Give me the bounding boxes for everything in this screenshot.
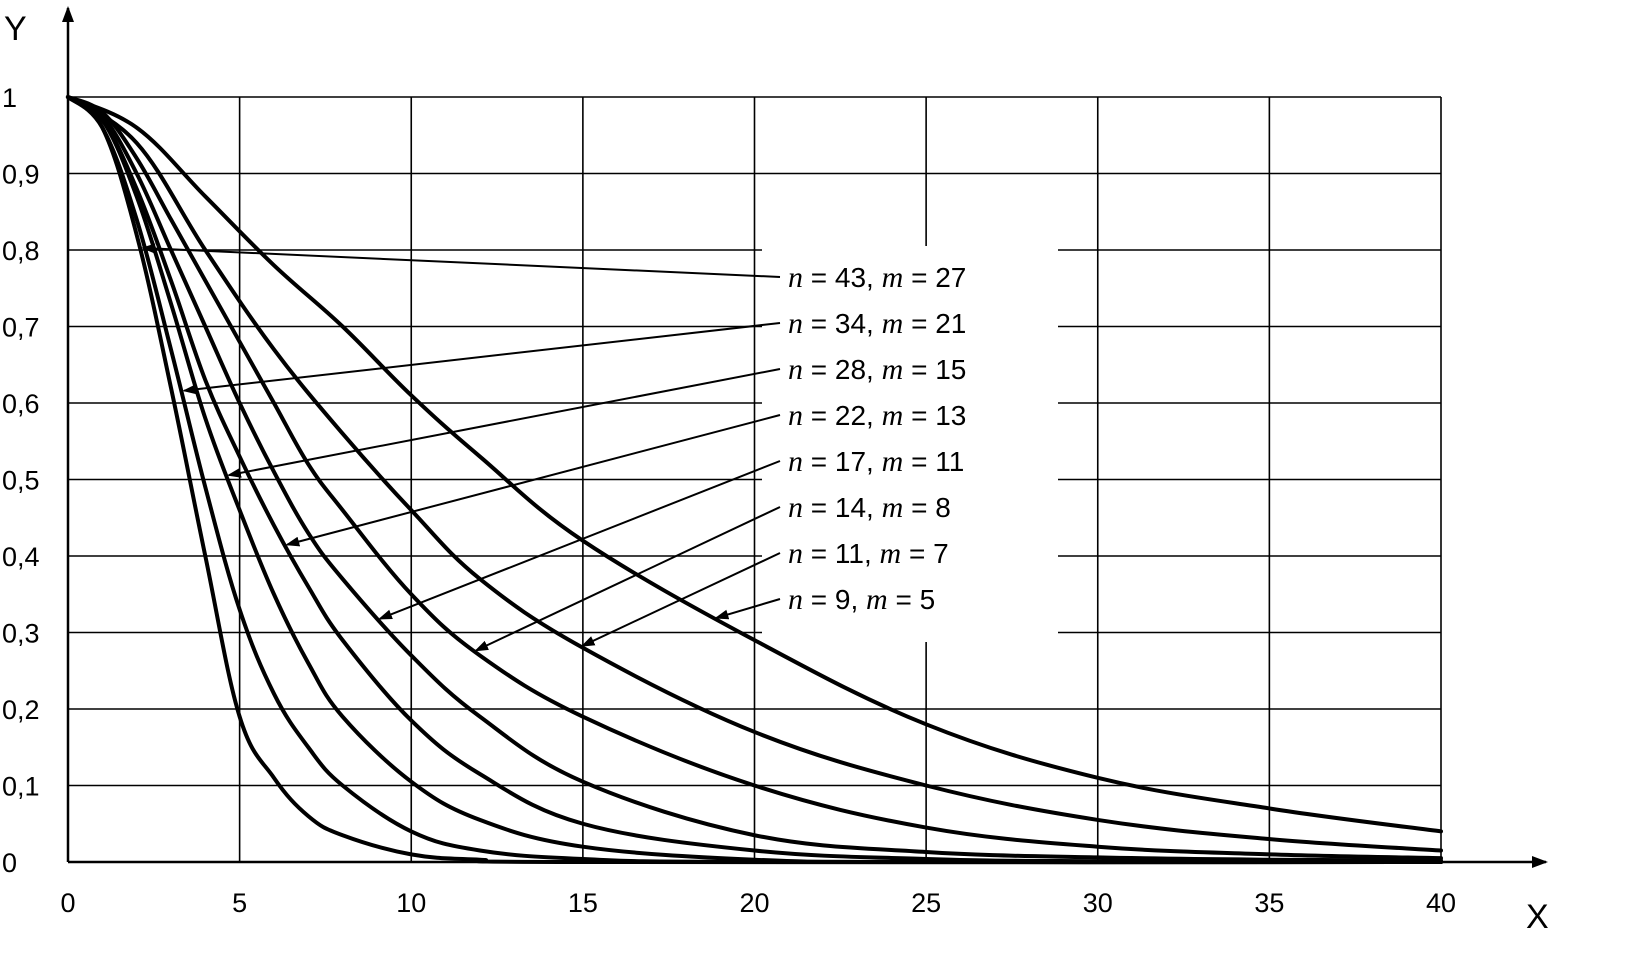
legend-n-value: = 22, — [803, 400, 882, 431]
axes — [62, 6, 1548, 868]
legend-label-2: n = 28, m = 15 — [788, 353, 966, 386]
tick-labels: 0 5 10 15 20 25 30 35 40 0 0,1 0,2 0,3 0,4 0,5 0,6 0,7 0,… — [2, 83, 1456, 918]
legend-n-symbol: n — [788, 445, 803, 478]
legend-label-5: n = 14, m = 8 — [788, 491, 951, 524]
legend-n-symbol: n — [788, 399, 803, 432]
legend-m-value: = 7 — [901, 538, 948, 569]
legend-label-1: n = 34, m = 21 — [788, 307, 966, 340]
legend-n-symbol: n — [788, 353, 803, 386]
legend-m-symbol: m — [882, 261, 904, 294]
legend-label-7: n = 9, m = 5 — [788, 583, 935, 616]
y-tick-label: 0,2 — [2, 695, 40, 725]
legend-m-value: = 27 — [903, 262, 966, 293]
x-tick-label: 10 — [396, 888, 426, 918]
legend-arrow-0 — [141, 243, 781, 278]
y-tick-label: 0,1 — [2, 772, 40, 802]
y-tick-label: 0,6 — [2, 389, 40, 419]
y-tick-label: 0,3 — [2, 619, 40, 649]
x-tick-label: 0 — [60, 888, 75, 918]
legend-m-symbol: m — [866, 583, 888, 616]
x-tick-label: 15 — [568, 888, 598, 918]
legend-arrow-1 — [182, 322, 781, 395]
legend-m-symbol: m — [882, 399, 904, 432]
y-axis-title: Y — [4, 10, 27, 48]
legend-n-symbol: n — [788, 491, 803, 524]
legend-n-symbol: n — [788, 307, 803, 340]
legend-m-value: = 15 — [903, 354, 966, 385]
x-tick-label: 30 — [1083, 888, 1113, 918]
legend-n-value: = 14, — [803, 492, 882, 523]
series-line-6 — [66, 95, 1443, 853]
legend-m-symbol: m — [882, 307, 904, 340]
legend-box — [762, 246, 1058, 642]
legend-label-3: n = 22, m = 13 — [788, 399, 966, 432]
x-axis-title: X — [1526, 898, 1549, 936]
legend-n-value: = 28, — [803, 354, 882, 385]
legend-m-value: = 21 — [903, 308, 966, 339]
y-tick-label: 0,9 — [2, 160, 40, 190]
legend-arrow-7 — [714, 598, 781, 620]
legend-arrow-6 — [580, 552, 781, 647]
legend-arrow-5 — [474, 506, 781, 652]
legend-n-symbol: n — [788, 537, 803, 570]
legend-m-value: = 5 — [888, 584, 935, 615]
x-tick-label: 35 — [1254, 888, 1284, 918]
legend: n = 43, m = 27n = 34, m = 21n = 28, m = … — [141, 243, 1058, 652]
legend-arrow-4 — [378, 460, 781, 620]
legend-m-symbol: m — [880, 537, 902, 570]
y-tick-label: 1 — [2, 83, 17, 113]
legend-n-value: = 11, — [803, 538, 880, 569]
legend-m-symbol: m — [882, 491, 904, 524]
grid — [68, 96, 1442, 862]
legend-n-symbol: n — [788, 583, 803, 616]
series-line-3 — [66, 95, 1443, 864]
legend-n-symbol: n — [788, 261, 803, 294]
x-tick-label: 25 — [911, 888, 941, 918]
y-tick-label: 0,5 — [2, 466, 40, 496]
y-tick-label: 0,7 — [2, 313, 40, 343]
x-tick-label: 5 — [232, 888, 247, 918]
series-line-4 — [66, 95, 1443, 863]
x-tick-label: 40 — [1426, 888, 1456, 918]
series-line-5 — [66, 95, 1443, 861]
legend-label-0: n = 43, m = 27 — [788, 261, 966, 294]
legend-arrow-2 — [226, 368, 781, 478]
curves — [66, 95, 1443, 865]
x-tick-label: 20 — [739, 888, 769, 918]
y-tick-label: 0 — [2, 848, 17, 878]
legend-m-symbol: m — [882, 353, 904, 386]
legend-m-value: = 8 — [903, 492, 950, 523]
legend-n-value: = 34, — [803, 308, 882, 339]
legend-n-value: = 17, — [803, 446, 882, 477]
series-line-7 — [66, 95, 1443, 834]
legend-label-6: n = 11, m = 7 — [788, 537, 949, 570]
legend-n-value: = 9, — [803, 584, 866, 615]
legend-m-value: = 13 — [903, 400, 966, 431]
legend-m-symbol: m — [882, 445, 904, 478]
legend-n-value: = 43, — [803, 262, 882, 293]
y-tick-label: 0,4 — [2, 542, 40, 572]
y-tick-label: 0,8 — [2, 236, 40, 266]
legend-arrow-3 — [285, 414, 781, 547]
legend-label-4: n = 17, m = 11 — [788, 445, 964, 478]
legend-m-value: = 11 — [903, 446, 964, 477]
